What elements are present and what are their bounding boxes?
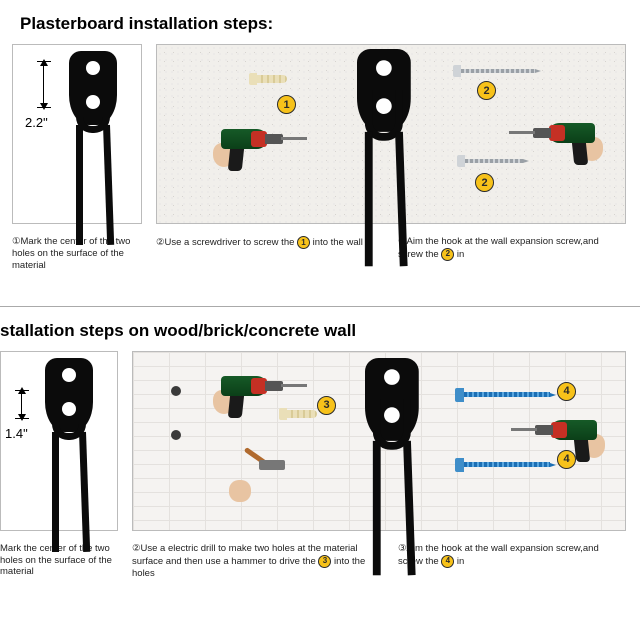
section1-panel1: 2.2": [12, 44, 142, 224]
drill-hole-icon: [171, 386, 181, 396]
screw-icon: [453, 65, 541, 77]
section2-captions: Mark the center of the two holes on the …: [0, 539, 640, 580]
section1-panels: 2.2" 1 2 2: [0, 44, 640, 232]
drill-hole-icon: [171, 430, 181, 440]
masonry-screw-icon: [455, 388, 556, 402]
screw-icon: [457, 155, 529, 167]
caption-1-3: ③Aim the hook at the wall expansion scre…: [398, 236, 626, 272]
drill-icon: [211, 368, 283, 418]
caption-2-3: ③Aim the hook at the wall expansion scre…: [398, 543, 626, 580]
bracket-graphic: [45, 358, 93, 432]
badge-3: 3: [317, 396, 336, 415]
anchor-icon: [249, 73, 289, 85]
badge-inline-1: 1: [297, 236, 310, 249]
anchor-icon: [279, 408, 319, 420]
drill-icon: [535, 412, 607, 462]
badge-2: 2: [477, 81, 496, 100]
badge-inline-3: 3: [318, 555, 331, 568]
badge-inline-4: 4: [441, 555, 454, 568]
section2-panel1: 1.4": [0, 351, 118, 531]
drill-icon: [533, 115, 605, 165]
bracket-graphic: [357, 49, 411, 132]
caption-1-2: ②Use a screwdriver to screw the 1 into t…: [156, 236, 384, 272]
section2-panels: 1.4" 3 4 4: [0, 351, 640, 539]
section2-title: stallation steps on wood/brick/concrete …: [0, 307, 640, 351]
badge-1: 1: [277, 95, 296, 114]
badge-4: 4: [557, 382, 576, 401]
caption-2-1: Mark the center of the two holes on the …: [0, 543, 118, 580]
section1-captions: ①Mark the center of the two holes on the…: [0, 232, 640, 272]
section1-panel2: 1 2 2: [156, 44, 626, 224]
drill-icon: [211, 121, 283, 171]
dim-label: 1.4": [5, 426, 28, 441]
section2-panel2: 3 4 4: [132, 351, 626, 531]
badge-2b: 2: [475, 173, 494, 192]
badge-inline-2: 2: [441, 248, 454, 261]
caption-2-2: ②Use a electric drill to make two holes …: [132, 543, 384, 580]
section1-title: Plasterboard installation steps:: [0, 0, 640, 44]
bracket-graphic: [365, 358, 419, 441]
hammer-icon: [229, 456, 289, 506]
dim-label: 2.2": [25, 115, 48, 130]
bracket-graphic: [69, 51, 117, 125]
